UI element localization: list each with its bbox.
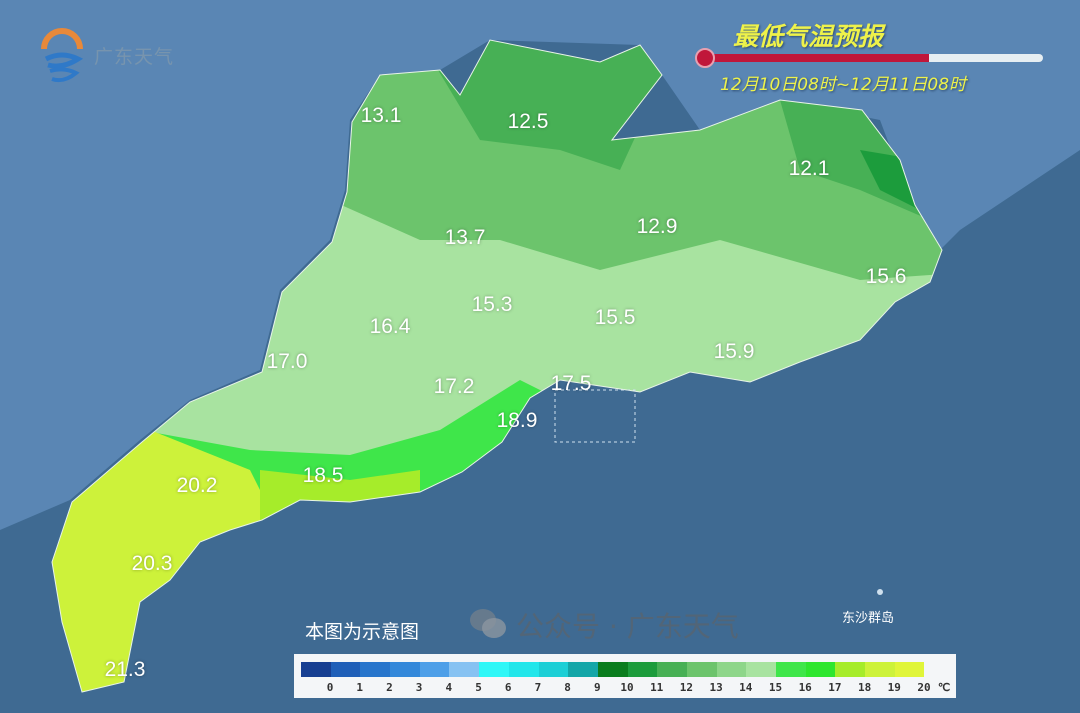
legend-tick-label: 6 bbox=[504, 681, 512, 694]
legend-tick-label: 18 bbox=[857, 681, 872, 694]
legend-swatch bbox=[686, 662, 717, 677]
watermark-text: 公众号 · 广东天气 bbox=[516, 610, 739, 643]
thermometer-bulb-icon bbox=[695, 48, 715, 68]
legend-tick-label: 12 bbox=[679, 681, 694, 694]
legend-tick-label: 1 bbox=[356, 681, 363, 694]
legend-swatch bbox=[479, 662, 509, 677]
legend-tick-label: 10 bbox=[620, 681, 634, 694]
legend-swatch bbox=[360, 662, 391, 677]
legend-swatch bbox=[716, 662, 747, 677]
legend-swatch bbox=[568, 662, 598, 677]
legend-swatch bbox=[835, 662, 866, 677]
legend-swatch bbox=[390, 662, 420, 677]
temperature-label: 18.9 bbox=[496, 409, 538, 432]
legend-swatch bbox=[597, 662, 628, 677]
dongsha-islands-label: 东沙群岛 bbox=[842, 611, 895, 626]
legend-swatch bbox=[538, 662, 569, 677]
legend-swatch bbox=[746, 662, 776, 677]
legend-swatch bbox=[330, 662, 361, 677]
temperature-label: 13.7 bbox=[444, 226, 486, 249]
temperature-label: 18.5 bbox=[302, 464, 344, 487]
legend-tick-label: 16 bbox=[798, 681, 812, 694]
legend-tick-label: 15 bbox=[768, 681, 783, 694]
temperature-label: 16.4 bbox=[369, 315, 411, 338]
legend-swatch bbox=[805, 662, 836, 677]
temperature-label: 17.2 bbox=[433, 375, 475, 398]
temperature-label: 15.5 bbox=[594, 306, 636, 329]
legend-tick-label: 0 bbox=[326, 681, 334, 694]
legend-tick-label: 8 bbox=[564, 681, 571, 694]
legend-tick-label: 4 bbox=[445, 681, 453, 694]
legend-swatch bbox=[627, 662, 658, 677]
legend-swatch bbox=[419, 662, 450, 677]
legend-swatch bbox=[508, 662, 539, 677]
legend-tick-label: 5 bbox=[475, 681, 482, 694]
legend-tick-label: 19 bbox=[887, 681, 901, 694]
legend-unit: ℃ bbox=[937, 681, 951, 694]
hong-kong-macau-outline bbox=[554, 389, 636, 443]
legend-tick-label: 20 bbox=[917, 681, 931, 694]
temperature-label: 15.6 bbox=[865, 265, 907, 288]
legend-tick-label: 11 bbox=[650, 681, 664, 694]
temperature-label: 12.9 bbox=[636, 215, 678, 238]
temperature-label: 13.1 bbox=[360, 104, 402, 127]
weather-logo-icon bbox=[41, 28, 84, 83]
temperature-label: 20.3 bbox=[131, 552, 173, 575]
legend-tick-label: 14 bbox=[739, 681, 753, 694]
map-title: 最低气温预报 bbox=[733, 22, 884, 51]
guangdong-weather-logo: 广东天气 bbox=[36, 25, 174, 85]
watermark: 公众号 · 广东天气 bbox=[468, 606, 739, 648]
legend-swatch bbox=[894, 662, 925, 677]
temperature-label: 15.9 bbox=[713, 340, 755, 363]
dongsha-island bbox=[877, 589, 883, 595]
forecast-period: 12月10日08时~12月11日08时 bbox=[720, 75, 967, 95]
temperature-label: 15.3 bbox=[471, 293, 513, 316]
temperature-label: 12.5 bbox=[507, 110, 549, 133]
legend-tick-label: 2 bbox=[386, 681, 393, 694]
wechat-icon bbox=[468, 606, 508, 648]
temperature-label: 17.0 bbox=[266, 350, 308, 373]
schematic-note: 本图为示意图 bbox=[305, 621, 420, 643]
legend-swatch bbox=[657, 662, 687, 677]
legend-tick-label: 9 bbox=[593, 681, 601, 694]
temperature-label: 20.2 bbox=[176, 474, 218, 497]
logo-text: 广东天气 bbox=[94, 45, 175, 68]
legend-tick-label: 17 bbox=[828, 681, 842, 694]
color-legend: 0 1 2 3 4 5 6 7 8 9 10 11 12 13 14 15 16 17 18 19 20 ℃ bbox=[294, 654, 956, 698]
land-west bbox=[0, 0, 1080, 530]
legend-swatch bbox=[449, 662, 480, 677]
guangdong-boundary bbox=[51, 39, 943, 693]
legend-swatch bbox=[776, 662, 806, 677]
temperature-label: 21.3 bbox=[104, 658, 146, 681]
temperature-label: 17.5 bbox=[550, 372, 592, 395]
temperature-label: 12.1 bbox=[788, 157, 830, 180]
legend-swatch bbox=[865, 662, 895, 677]
legend-tick-label: 3 bbox=[415, 681, 423, 694]
thermometer-progress bbox=[695, 48, 1045, 68]
legend-swatch bbox=[301, 662, 331, 677]
legend-tick-label: 7 bbox=[534, 681, 542, 694]
thermometer-fill bbox=[709, 54, 930, 62]
legend-tick-label: 13 bbox=[709, 681, 723, 694]
